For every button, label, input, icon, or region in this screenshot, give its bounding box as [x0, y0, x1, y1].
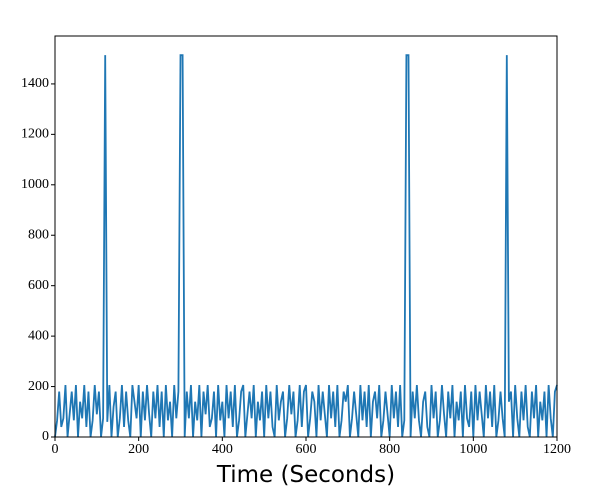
- x-tick-label: 1200: [543, 442, 571, 457]
- x-axis-label: Time (Seconds): [216, 462, 395, 488]
- x-tick-label: 400: [212, 442, 233, 457]
- x-tick-label: 200: [128, 442, 149, 457]
- y-tick-label: 1000: [21, 177, 49, 192]
- y-tick-label: 1200: [21, 127, 49, 142]
- y-tick-label: 200: [28, 379, 49, 394]
- x-tick-label: 800: [379, 442, 400, 457]
- x-tick-label: 600: [296, 442, 317, 457]
- x-tick-label: 1000: [459, 442, 487, 457]
- y-tick-label: 600: [28, 278, 49, 293]
- plot-frame: [54, 35, 558, 438]
- data-line: [54, 54, 558, 438]
- y-tick-label: 400: [28, 328, 49, 343]
- x-tick-label: 0: [52, 442, 59, 457]
- y-tick-label: 800: [28, 227, 49, 242]
- y-tick-label: 0: [42, 429, 49, 444]
- y-tick-label: 1400: [21, 76, 49, 91]
